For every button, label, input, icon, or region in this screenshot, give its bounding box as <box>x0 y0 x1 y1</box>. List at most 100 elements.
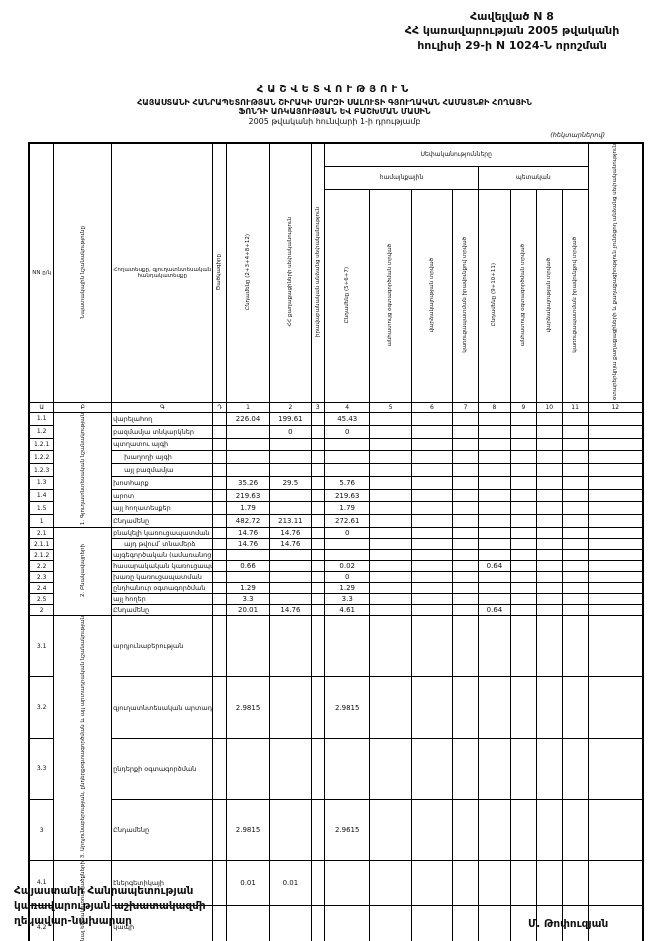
row-number: 2.1.1 <box>28 538 55 551</box>
code-cell <box>212 737 227 801</box>
value-cell-c4: 1.29 <box>323 582 371 595</box>
code-cell <box>212 860 227 906</box>
value-cell-c1: 20.01 <box>225 604 271 617</box>
col-number: Դ <box>212 402 227 413</box>
value-cell-c9 <box>509 501 537 516</box>
value-cell-c1 <box>225 571 271 584</box>
value-cell-c1: 1.29 <box>225 582 271 595</box>
value-cell-c7 <box>452 450 479 465</box>
land-type-label: պտղատու այգի <box>111 437 214 452</box>
value-cell-c11 <box>561 582 589 595</box>
row-number: 3 <box>28 799 55 862</box>
value-cell-c1 <box>225 737 271 801</box>
row-number: 2.5 <box>28 593 55 606</box>
table-row: 1.4 արոտ 219.63 219.63 <box>28 488 644 503</box>
value-cell-c4 <box>323 538 371 551</box>
table-row: 1.5 այլ հողատեսքեր 1.79 1.79 <box>28 501 644 516</box>
value-cell-c6 <box>410 514 454 529</box>
value-cell-c2: 14.76 <box>269 527 312 540</box>
row-number: 4.2 <box>28 904 55 941</box>
value-cell-c6 <box>410 437 454 452</box>
value-cell-c3 <box>310 549 326 562</box>
value-cell-c1: 219.63 <box>225 488 271 503</box>
value-cell-c4: 5.76 <box>323 475 371 490</box>
value-cell-c4 <box>323 860 371 906</box>
value-cell-c1 <box>225 615 271 678</box>
col-number: 12 <box>587 402 644 413</box>
value-cell-c8 <box>477 437 511 452</box>
value-cell-c12 <box>587 501 644 516</box>
col-number: 3 <box>310 402 326 413</box>
value-cell-c4: 219.63 <box>323 488 371 503</box>
col-header-state-lease: վարձակալության տրված <box>535 189 563 403</box>
row-number: 2.3 <box>28 571 55 584</box>
value-cell-c2: 29.5 <box>269 475 312 490</box>
value-cell-c11 <box>561 450 589 465</box>
value-cell-c6 <box>410 560 454 573</box>
table-row: 1.1 1. Գյուղատնտեսական նշանակության վարելա… <box>28 411 644 529</box>
value-cell-c9 <box>509 860 537 906</box>
table-body: 1.1 1. Գյուղատնտեսական նշանակության վարելա… <box>28 411 644 941</box>
code-cell <box>212 904 227 941</box>
value-cell-c11 <box>561 538 589 551</box>
land-fund-table: NN ը/կ Նպատակային նշանակությունը Հողատես… <box>28 142 644 941</box>
value-cell-c6 <box>410 571 454 584</box>
value-cell-c7 <box>452 527 479 540</box>
value-cell-c9 <box>509 488 537 503</box>
category-label: 1. Գյուղատնտեսական նշանակության <box>79 413 86 526</box>
value-cell-c7 <box>452 463 479 477</box>
value-cell-c3 <box>310 514 326 529</box>
value-cell-c12 <box>587 799 644 862</box>
value-cell-c10 <box>535 412 563 426</box>
code-cell <box>212 412 227 426</box>
row-number: 2.1.2 <box>28 549 55 562</box>
value-cell-c6 <box>410 615 454 678</box>
appendix-note: Հավելված N 8 ՀՀ կառավարության 2005 թվակա… <box>377 10 647 53</box>
value-cell-c1: 35.26 <box>225 475 271 490</box>
land-type-label: արդյունաբերության <box>111 615 214 678</box>
value-cell-c8 <box>477 582 511 595</box>
code-cell <box>212 488 227 503</box>
appendix-line: ՀՀ կառավարության 2005 թվականի <box>404 24 620 38</box>
value-cell-c5 <box>369 799 412 862</box>
value-cell-c8 <box>477 549 511 562</box>
value-cell-c8 <box>477 412 511 426</box>
value-cell-c5 <box>369 593 412 606</box>
value-cell-c12 <box>587 904 644 941</box>
value-cell-c9 <box>509 799 537 862</box>
col-header-community-use-label: անհատույց օգտագործման տրված <box>387 243 394 347</box>
value-cell-c12 <box>587 424 644 439</box>
value-cell-c12 <box>587 549 644 562</box>
value-cell-c6 <box>410 676 454 739</box>
value-cell-c2 <box>269 737 312 801</box>
signature-name: Մ. Թոփուզյան <box>528 918 609 930</box>
table-row: 1.2.3 այլ բազմամյա <box>28 463 644 477</box>
code-cell <box>212 560 227 573</box>
value-cell-c12 <box>587 615 644 678</box>
numbering-row: Ա Բ Գ Դ 1 2 3 4 5 6 7 8 9 10 11 12 <box>28 402 644 413</box>
value-cell-c5 <box>369 527 412 540</box>
value-cell-c5 <box>369 560 412 573</box>
land-type-label: բազմամյա տնկարկներ <box>111 424 214 439</box>
col-header-state-total: Ընդամենը (9+10+11) <box>477 189 511 403</box>
value-cell-c4 <box>323 549 371 562</box>
value-cell-c9 <box>509 412 537 426</box>
value-cell-c2: 14.76 <box>269 538 312 551</box>
value-cell-c11 <box>561 514 589 529</box>
value-cell-c4: 0 <box>323 571 371 584</box>
value-cell-c8 <box>477 593 511 606</box>
value-cell-c6 <box>410 582 454 595</box>
page-subtitle-1: ՀԱՅԱՍՏԱՆԻ ՀԱՆՐԱՊԵՏՈՒԹՅԱՆ ՇԻՐԱԿԻ ՄԱՐԶԻ ՍԱ… <box>137 98 532 107</box>
code-cell <box>212 604 227 617</box>
table-row: 2.5 այլ հողեր 3.3 3.3 <box>28 593 644 606</box>
value-cell-c1 <box>225 450 271 465</box>
land-type-label: ընդերքի օգտագործման <box>111 737 214 801</box>
value-cell-c1: 14.76 <box>225 538 271 551</box>
value-cell-c7 <box>452 904 479 941</box>
value-cell-c8: 0.64 <box>477 560 511 573</box>
value-cell-c3 <box>310 501 326 516</box>
value-cell-c7 <box>452 571 479 584</box>
value-cell-c5 <box>369 514 412 529</box>
code-cell <box>212 514 227 529</box>
